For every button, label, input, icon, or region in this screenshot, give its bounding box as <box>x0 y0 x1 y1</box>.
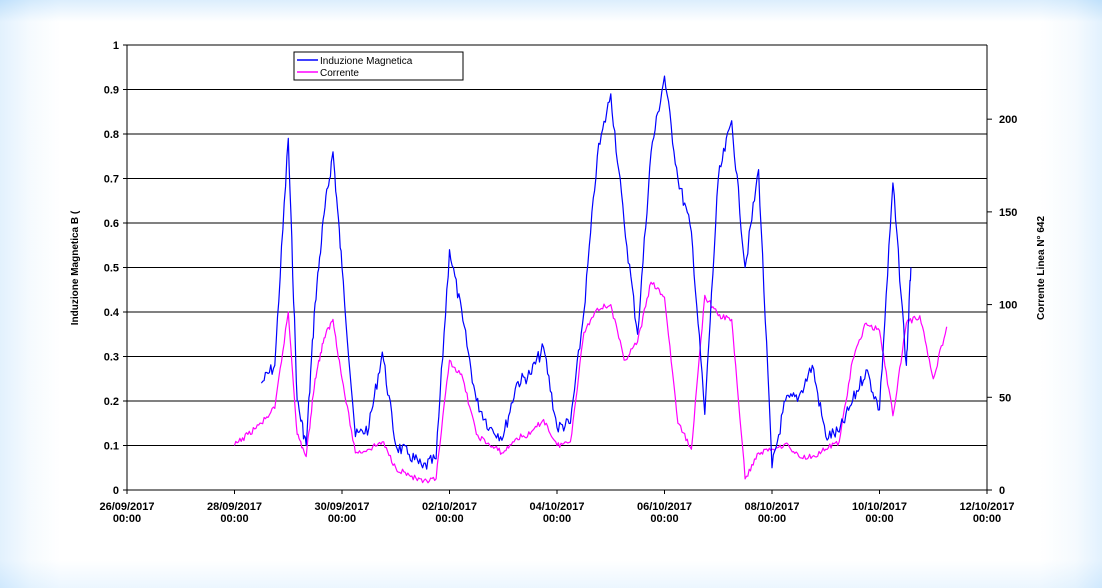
left-tick-label: 0.5 <box>104 263 119 275</box>
left-tick-label: 0.9 <box>104 85 119 97</box>
x-tick-label-time: 00:00 <box>328 513 356 525</box>
x-tick-label-date: 08/10/2017 <box>744 501 799 513</box>
y2-axis-title: Corrente Linea N° 642 <box>1036 216 1047 320</box>
gridlines <box>127 44 987 446</box>
left-tick-label: 0.4 <box>104 307 120 319</box>
series-line-induzione <box>260 75 912 470</box>
x-tick-label-time: 00:00 <box>220 513 248 525</box>
x-tick-label-time: 00:00 <box>973 513 1001 525</box>
legend-box <box>293 51 464 81</box>
x-axis-ticks: 26/09/201700:0028/09/201700:0030/09/2017… <box>99 490 1015 525</box>
x-tick-label-time: 00:00 <box>758 513 786 525</box>
left-tick-label: 0.2 <box>104 396 119 408</box>
right-axis-ticks: 0 50 100 150 200 <box>987 114 1017 497</box>
right-tick-label: 0 <box>999 485 1005 497</box>
legend-label-corrente: Corrente <box>320 68 359 79</box>
left-axis-ticks: 0 0.1 0.2 0.3 0.4 0.5 0.6 0.7 0.8 0.9 1 <box>104 40 127 497</box>
x-tick-label-date: 12/10/2017 <box>959 501 1014 513</box>
x-tick-label-time: 00:00 <box>113 513 141 525</box>
left-tick-label: 0.7 <box>104 174 119 186</box>
right-tick-label: 50 <box>999 392 1011 404</box>
series-layer <box>233 75 948 484</box>
x-tick-label-date: 26/09/2017 <box>99 501 154 513</box>
legend-label-induzione: Induzione Magnetica <box>320 56 413 67</box>
left-tick-label: 0.3 <box>104 352 119 364</box>
left-tick-label: 0.8 <box>104 129 119 141</box>
left-tick-label: 0.1 <box>104 441 119 453</box>
x-tick-label-date: 02/10/2017 <box>422 501 477 513</box>
x-tick-label-date: 10/10/2017 <box>852 501 907 513</box>
x-tick-label-time: 00:00 <box>865 513 893 525</box>
left-tick-label: 1 <box>113 40 119 52</box>
x-tick-label-time: 00:00 <box>650 513 678 525</box>
series-line-corrente <box>233 281 948 484</box>
right-tick-label: 150 <box>999 207 1017 219</box>
right-tick-label: 200 <box>999 114 1017 126</box>
left-tick-label: 0.6 <box>104 218 119 230</box>
left-tick-label: 0 <box>113 485 119 497</box>
x-tick-label-date: 30/09/2017 <box>314 501 369 513</box>
right-tick-label: 100 <box>999 300 1017 312</box>
y-axis-title: Induzione Magnetica B ( <box>70 210 81 325</box>
x-tick-label-date: 06/10/2017 <box>637 501 692 513</box>
x-tick-label-time: 00:00 <box>435 513 463 525</box>
x-tick-label-date: 04/10/2017 <box>529 501 584 513</box>
x-tick-label-date: 28/09/2017 <box>207 501 262 513</box>
x-tick-label-time: 00:00 <box>543 513 571 525</box>
legend: Induzione Magnetica Corrente <box>293 51 464 81</box>
